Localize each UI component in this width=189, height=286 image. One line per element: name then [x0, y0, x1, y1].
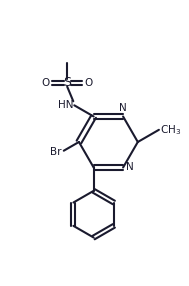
Text: Br: Br — [50, 147, 61, 157]
Text: S: S — [63, 76, 71, 90]
Text: N: N — [119, 103, 127, 113]
Text: HN: HN — [58, 100, 73, 110]
Text: O: O — [41, 78, 50, 88]
Text: CH$_3$: CH$_3$ — [160, 123, 181, 137]
Text: O: O — [85, 78, 93, 88]
Text: N: N — [126, 162, 134, 172]
